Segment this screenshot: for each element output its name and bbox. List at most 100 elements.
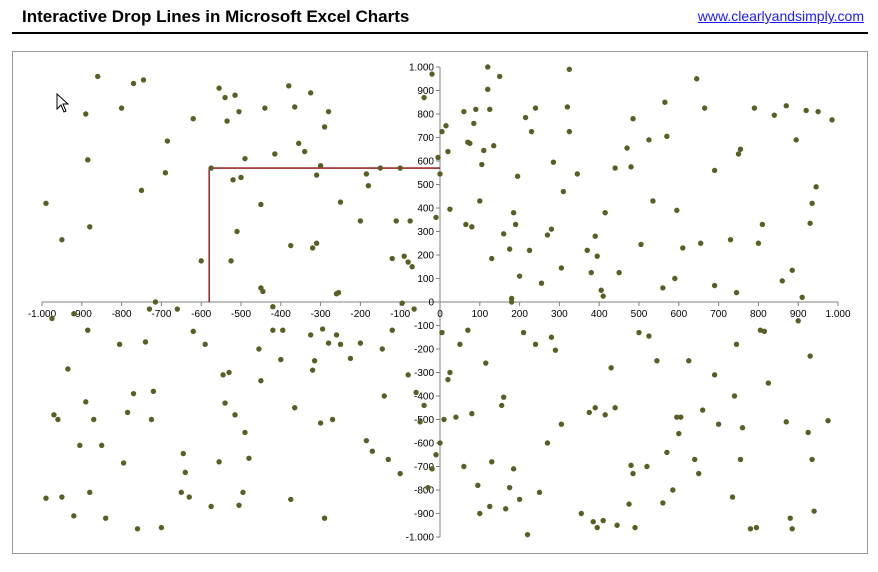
data-point (491, 143, 497, 149)
data-point (463, 221, 469, 228)
mouse-pointer-icon (56, 93, 70, 113)
data-point (130, 80, 137, 87)
data-point (733, 289, 740, 296)
x-tick-label: -700 (151, 309, 171, 320)
y-tick-label: 1.000 (409, 63, 434, 74)
data-point (102, 515, 109, 521)
data-point (280, 327, 286, 333)
data-point (150, 388, 157, 394)
data-point (190, 116, 196, 122)
data-point (729, 494, 736, 500)
data-point (498, 402, 505, 409)
data-point (325, 108, 332, 115)
data-point (594, 253, 600, 259)
x-tick-label: 1.000 (825, 309, 850, 320)
data-point (532, 105, 539, 111)
data-point (397, 470, 403, 477)
data-point (485, 64, 491, 70)
data-point (699, 407, 706, 413)
data-point (286, 83, 292, 89)
data-point (258, 201, 264, 208)
y-tick-label: 400 (417, 204, 434, 215)
data-point (779, 278, 785, 284)
data-point (216, 85, 222, 91)
data-point (429, 466, 435, 472)
data-point (660, 500, 666, 506)
data-point (477, 510, 483, 517)
data-point (385, 456, 391, 463)
data-point (453, 414, 459, 420)
x-tick-label: 500 (631, 309, 648, 320)
data-point (59, 237, 65, 243)
data-point (407, 218, 413, 224)
y-tick-label: 600 (417, 157, 434, 168)
data-point (697, 240, 704, 246)
data-point (186, 494, 192, 500)
data-point (337, 199, 344, 205)
data-point (670, 487, 676, 493)
y-tick-label: -800 (414, 486, 434, 497)
data-point (574, 171, 581, 177)
data-point (429, 71, 435, 77)
data-point (347, 355, 354, 362)
data-point (711, 282, 718, 289)
data-point (246, 455, 252, 461)
data-point (240, 489, 246, 496)
data-point (787, 515, 793, 521)
data-point (536, 489, 543, 496)
data-point (809, 456, 815, 463)
y-tick-label: -100 (414, 321, 434, 332)
data-point (807, 353, 813, 359)
data-point (467, 140, 473, 147)
data-point (208, 165, 214, 171)
data-point (307, 90, 314, 96)
x-tick-label: 100 (471, 309, 488, 320)
scatter-chart[interactable]: -1.000 -900 -800 -700 -600 -500 -400 -300 -200 -1… (13, 52, 867, 553)
data-point (789, 267, 795, 273)
data-point (83, 111, 89, 117)
x-tick-label: -300 (311, 309, 331, 320)
data-point (363, 437, 370, 444)
data-point (471, 120, 477, 127)
data-point (485, 86, 491, 93)
data-point (616, 269, 622, 276)
website-link[interactable]: www.clearlyandsimply.com (697, 8, 864, 24)
data-point (445, 376, 451, 383)
data-point (694, 76, 700, 82)
data-point (811, 508, 817, 514)
data-point (228, 258, 234, 264)
data-point (77, 442, 83, 449)
chart-area[interactable]: -1.000 -900 -800 -700 -600 -500 -400 -300 -200 -1… (12, 51, 868, 554)
y-tick-label: 500 (417, 180, 434, 191)
data-point (759, 221, 766, 228)
data-point (578, 510, 584, 517)
data-point (590, 519, 596, 525)
data-point (409, 264, 415, 270)
data-point (130, 390, 137, 397)
data-point (552, 347, 559, 353)
data-point (624, 145, 630, 151)
data-point (226, 369, 232, 376)
data-point (216, 459, 222, 465)
data-point (238, 174, 244, 181)
data-point (329, 416, 336, 423)
data-point (753, 524, 760, 531)
data-point (313, 240, 320, 246)
data-point (439, 329, 445, 336)
data-point (731, 393, 738, 399)
data-point (630, 116, 636, 122)
x-tick-label: 200 (511, 309, 528, 320)
data-point (489, 255, 495, 262)
data-point (152, 299, 159, 305)
data-point (405, 372, 411, 378)
data-point (397, 165, 403, 171)
data-point (680, 245, 686, 251)
data-point (232, 412, 238, 418)
data-point (602, 412, 608, 418)
title-underline (12, 32, 868, 34)
data-point (311, 358, 318, 364)
data-point (198, 258, 204, 264)
data-point (439, 128, 445, 135)
data-point (469, 410, 475, 417)
y-tick-label: -600 (414, 439, 434, 450)
